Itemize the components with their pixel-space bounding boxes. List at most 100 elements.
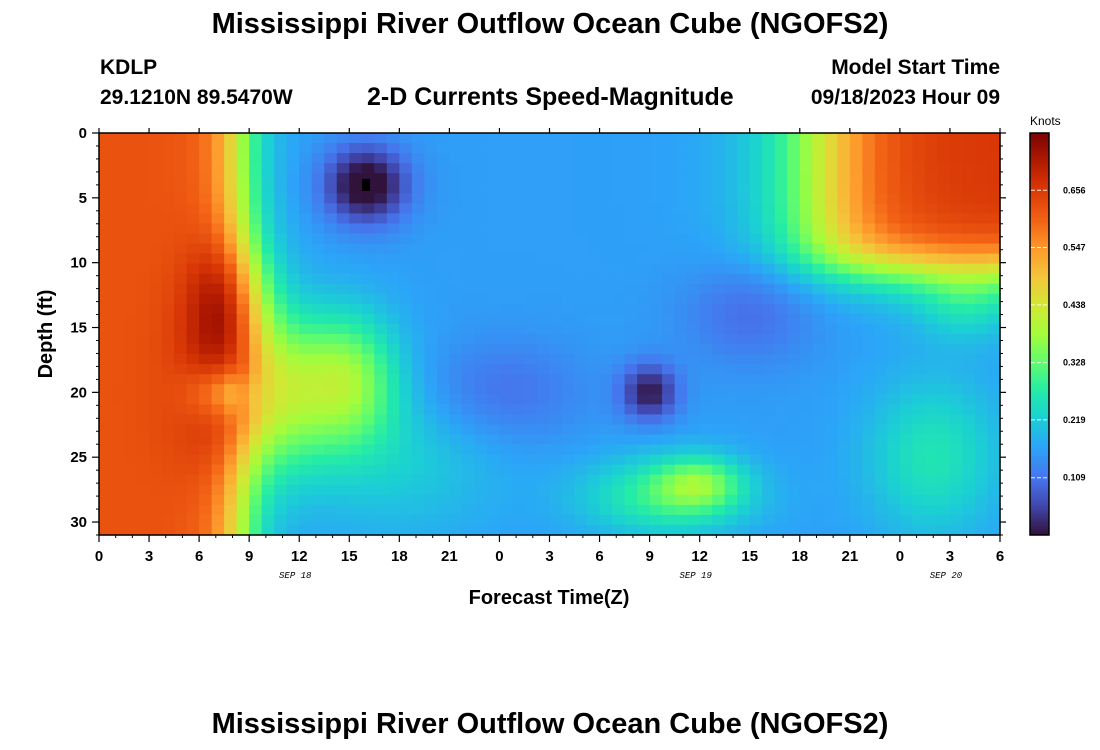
- heatmap-cell: [149, 364, 163, 375]
- heatmap-cell: [937, 334, 951, 345]
- heatmap-cell: [687, 344, 701, 355]
- heatmap-cell: [787, 524, 801, 536]
- heatmap-cell: [612, 484, 626, 496]
- heatmap-cell: [549, 354, 563, 365]
- heatmap-cell: [874, 233, 888, 245]
- heatmap-cell: [899, 434, 913, 446]
- heatmap-cell: [261, 484, 275, 496]
- heatmap-cell: [186, 303, 200, 315]
- heatmap-cell: [299, 404, 313, 415]
- heatmap-cell: [136, 313, 150, 325]
- heatmap-cell: [224, 143, 238, 154]
- heatmap-cell: [549, 384, 563, 395]
- heatmap-cell: [987, 444, 1001, 456]
- heatmap-cell: [111, 223, 125, 235]
- heatmap-cell: [199, 183, 213, 194]
- heatmap-cell: [612, 444, 626, 456]
- heatmap-cell: [737, 233, 751, 245]
- x-tick-label: 9: [245, 548, 253, 565]
- heatmap-cell: [224, 233, 238, 245]
- heatmap-cell: [662, 253, 676, 265]
- heatmap-cell: [899, 313, 913, 325]
- x-tick-label: 0: [95, 548, 103, 565]
- heatmap-cell: [424, 153, 438, 164]
- heatmap-cell: [649, 143, 663, 154]
- heatmap-cell: [924, 334, 939, 345]
- heatmap-cell: [612, 344, 626, 355]
- heatmap-cell: [624, 444, 638, 456]
- heatmap-cell: [174, 323, 188, 335]
- heatmap-cell: [649, 364, 663, 375]
- heatmap-cell: [562, 454, 576, 466]
- heatmap-cell: [261, 354, 275, 365]
- heatmap-cell: [274, 153, 288, 164]
- heatmap-cell: [186, 193, 200, 204]
- heatmap-cell: [299, 364, 313, 375]
- heatmap-cell: [587, 384, 601, 395]
- heatmap-cell: [849, 273, 863, 285]
- heatmap-cell: [136, 283, 150, 295]
- heatmap-cell: [274, 273, 288, 285]
- colorbar-gradient: [1029, 132, 1050, 536]
- heatmap-cell: [774, 484, 788, 496]
- heatmap-cell: [612, 354, 626, 365]
- heatmap-cell: [974, 263, 989, 275]
- heatmap-cell: [361, 243, 375, 255]
- heatmap-cell: [411, 404, 425, 415]
- heatmap-cell: [449, 193, 463, 204]
- heatmap-cell: [699, 384, 713, 395]
- heatmap-cell: [549, 213, 563, 225]
- heatmap-cell: [637, 313, 651, 325]
- heatmap-cell: [149, 434, 163, 446]
- heatmap-cell: [236, 354, 250, 365]
- heatmap-cell: [662, 464, 676, 476]
- heatmap-cell: [649, 263, 663, 275]
- heatmap-cell: [374, 524, 388, 536]
- heatmap-cell: [299, 484, 313, 496]
- heatmap-cell: [712, 263, 726, 275]
- heatmap-cell: [361, 384, 375, 395]
- heatmap-cell: [849, 364, 863, 375]
- heatmap-cell: [424, 454, 438, 466]
- heatmap-cell: [874, 203, 888, 214]
- heatmap-cell: [937, 384, 951, 395]
- heatmap-cell: [286, 263, 300, 275]
- heatmap-cell: [324, 163, 338, 174]
- heatmap-cell: [624, 183, 638, 194]
- heatmap-cell: [124, 494, 138, 506]
- heatmap-cell: [787, 163, 801, 174]
- heatmap-cell: [149, 143, 163, 154]
- heatmap-cell: [411, 494, 425, 506]
- heatmap-cell: [111, 163, 125, 174]
- heatmap-cell: [887, 454, 901, 466]
- heatmap-cell: [749, 464, 763, 476]
- heatmap-cell: [674, 404, 688, 415]
- heatmap-cell: [599, 394, 613, 405]
- heatmap-cell: [974, 414, 989, 426]
- heatmap-cell: [562, 334, 576, 345]
- heatmap-cell: [524, 514, 538, 526]
- heatmap-cell: [186, 233, 200, 245]
- heatmap-cell: [286, 424, 300, 436]
- heatmap-cell: [737, 293, 751, 305]
- heatmap-cell: [862, 203, 876, 214]
- heatmap-cell: [186, 434, 200, 446]
- heatmap-cell: [299, 303, 313, 315]
- heatmap-cell: [436, 334, 450, 345]
- colorbar-tick-label: 0.547: [1063, 243, 1086, 253]
- heatmap-cell: [974, 344, 989, 355]
- heatmap-cell: [311, 243, 325, 255]
- heatmap-cell: [987, 494, 1001, 506]
- heatmap-cell: [486, 374, 501, 385]
- heatmap-cell: [436, 434, 450, 446]
- heatmap-cell: [749, 344, 763, 355]
- heatmap-cell: [874, 474, 888, 486]
- heatmap-cell: [562, 374, 576, 385]
- heatmap-cell: [411, 233, 425, 245]
- heatmap-cell: [687, 163, 701, 174]
- heatmap-cell: [99, 153, 113, 164]
- heatmap-cell: [411, 183, 425, 194]
- heatmap-cell: [887, 313, 901, 325]
- heatmap-cell: [924, 434, 939, 446]
- heatmap-cell: [211, 183, 225, 194]
